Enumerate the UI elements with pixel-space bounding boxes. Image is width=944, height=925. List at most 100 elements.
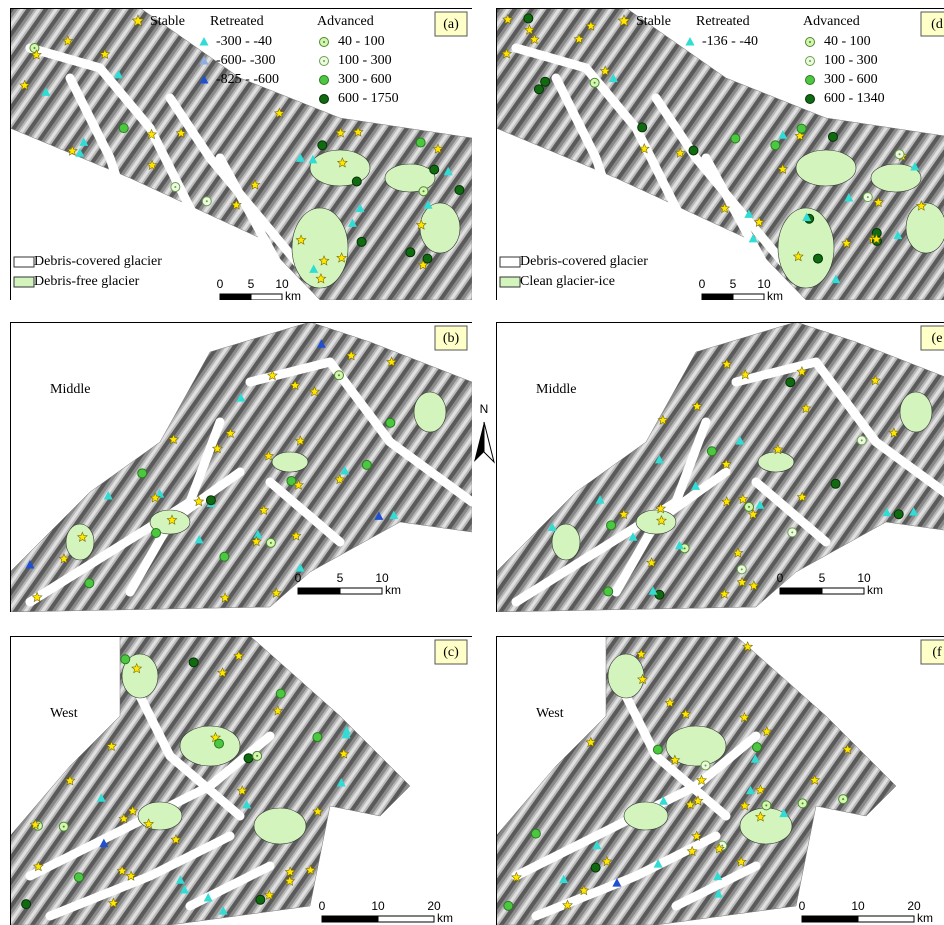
legend-class: 600 - 1340 <box>824 91 885 106</box>
scale-unit: km <box>285 289 301 300</box>
scale-bar <box>733 294 764 300</box>
region-label: Middle <box>50 382 90 397</box>
advance-marker <box>386 418 395 427</box>
debris-free-glacier <box>385 164 435 192</box>
scale-tick-label: 10 <box>851 899 865 913</box>
scale-bar <box>802 916 858 922</box>
legend-class: 300 - 600 <box>338 72 392 87</box>
scale-tick-label: 0 <box>777 571 784 585</box>
glacier-legend: Clean glacier-ice <box>520 274 615 289</box>
advance-marker <box>828 132 837 141</box>
advance-marker <box>362 460 371 469</box>
scale-tick-label: 0 <box>295 571 302 585</box>
advance-marker <box>604 587 613 596</box>
glacier-legend: Debris-covered glacier <box>520 254 648 269</box>
advance-marker <box>541 77 550 86</box>
legend-title: Retreated <box>210 14 264 29</box>
advance-marker <box>206 496 215 505</box>
advance-marker-dot <box>63 826 65 828</box>
advance-marker-dot <box>323 60 325 62</box>
advance-marker-dot <box>809 41 811 43</box>
debris-free-glacier <box>180 726 240 766</box>
advance-marker <box>244 754 253 763</box>
advance-marker <box>85 579 94 588</box>
scale-tick-label: 5 <box>248 277 255 291</box>
map-panel: (c)West01020km <box>10 636 472 925</box>
scale-unit: km <box>437 911 453 925</box>
glacier-swatch <box>500 277 520 287</box>
advance-marker <box>22 900 31 909</box>
debris-free-glacier <box>272 452 308 472</box>
region-label: West <box>536 706 564 721</box>
advance-marker <box>318 141 327 150</box>
debris-free-glacier <box>900 392 932 432</box>
advance-marker-dot <box>765 804 767 806</box>
arrow-half <box>474 422 484 462</box>
legend-class: 300 - 600 <box>824 72 878 87</box>
legend-class: 40 - 100 <box>824 34 871 49</box>
advance-marker-dot <box>594 82 596 84</box>
advance-marker <box>707 447 716 456</box>
north-arrow: N <box>472 400 496 470</box>
legend-class: 600 - 1750 <box>338 91 399 106</box>
advance-marker <box>220 552 229 561</box>
legend-class: 100 - 300 <box>824 53 878 68</box>
advance-marker-dot <box>256 755 258 757</box>
advance-marker-dot <box>174 186 176 188</box>
advance-marker <box>531 829 540 838</box>
scale-tick-label: 5 <box>337 571 344 585</box>
advance-marker <box>406 248 415 257</box>
legend-stable: Stable <box>150 14 185 29</box>
advance-marker <box>215 739 224 748</box>
advance-marker <box>731 134 740 143</box>
advance-marker <box>689 146 698 155</box>
debris-free-glacier <box>552 524 580 560</box>
scale-tick-label: 10 <box>371 899 385 913</box>
scale-bar <box>322 916 378 922</box>
advance-marker-dot <box>338 374 340 376</box>
region-label: West <box>50 706 78 721</box>
debris-free-glacier <box>796 150 856 186</box>
advance-marker <box>752 743 761 752</box>
advance-marker <box>806 76 815 85</box>
legend-class: 100 - 300 <box>338 53 392 68</box>
scale-bar <box>220 294 251 300</box>
debris-free-glacier <box>420 203 460 253</box>
advance-marker-dot <box>899 153 901 155</box>
map-panel: (dStableRetreatedAdvanced-136 - -4040 - … <box>496 8 944 300</box>
advance-marker <box>814 254 823 263</box>
advance-marker-dot <box>33 47 35 49</box>
advance-marker <box>138 469 147 478</box>
advance-marker-dot <box>741 568 743 570</box>
glacier-swatch <box>14 277 34 287</box>
debris-free-glacier <box>608 654 644 698</box>
advance-marker <box>357 237 366 246</box>
debris-free-glacier <box>138 802 182 830</box>
legend-class: -825 - -600 <box>216 72 279 87</box>
panel-label: (d <box>931 17 943 32</box>
legend-title: Advanced <box>317 14 374 29</box>
scale-bar <box>858 916 914 922</box>
advance-marker <box>430 165 439 174</box>
advance-marker <box>352 177 361 186</box>
advance-marker-dot <box>206 200 208 202</box>
scale-bar <box>340 588 382 594</box>
debris-free-glacier <box>254 808 306 844</box>
advance-marker <box>831 479 840 488</box>
advance-marker-dot <box>867 196 869 198</box>
region-label: Middle <box>536 382 576 397</box>
advance-marker <box>786 378 795 387</box>
debris-free-glacier <box>66 524 94 560</box>
scale-unit: km <box>385 583 401 597</box>
advance-marker-dot <box>791 531 793 533</box>
scale-tick-label: 0 <box>319 899 326 913</box>
advance-marker <box>524 14 533 23</box>
advance-marker <box>504 901 513 910</box>
advance-marker-dot <box>748 506 750 508</box>
advance-marker <box>320 95 329 104</box>
legend-class: -136 - -40 <box>702 34 758 49</box>
debris-free-glacier <box>906 203 944 253</box>
advance-marker <box>121 655 130 664</box>
advance-marker <box>894 510 903 519</box>
